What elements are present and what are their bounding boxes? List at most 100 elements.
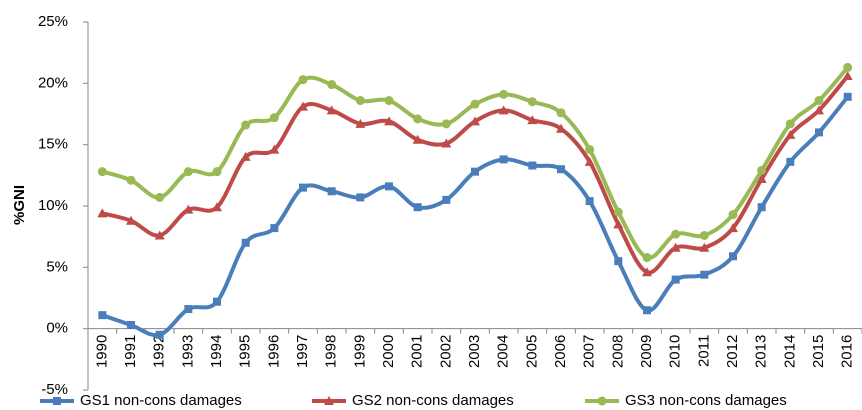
x-tick-label: 1995 <box>237 335 254 368</box>
data-point <box>699 230 709 240</box>
data-point <box>241 238 250 247</box>
data-point <box>298 75 308 85</box>
data-point <box>154 230 165 240</box>
x-tick-label: 2007 <box>581 335 598 368</box>
x-tick-label: 1999 <box>351 335 368 368</box>
y-tick-label: 5% <box>46 258 68 275</box>
data-point <box>155 330 164 339</box>
data-point <box>327 80 337 90</box>
data-point <box>528 161 537 170</box>
data-point <box>241 120 251 130</box>
x-tick-label: 2014 <box>781 335 798 368</box>
data-point <box>212 167 222 177</box>
x-tick-label: 1996 <box>265 335 282 368</box>
data-point <box>642 253 652 263</box>
data-point <box>729 252 737 261</box>
data-point <box>98 311 107 320</box>
data-point <box>441 119 451 129</box>
data-point <box>671 229 681 239</box>
data-point <box>412 134 423 144</box>
x-tick-label: 2011 <box>695 335 712 367</box>
x-tick-label: 1992 <box>151 335 168 368</box>
x-tick-label: 1993 <box>179 335 196 368</box>
x-tick-label: 2015 <box>810 335 827 368</box>
data-point <box>642 267 652 277</box>
y-tick-label: 10% <box>38 197 68 214</box>
data-point <box>527 97 537 107</box>
data-point <box>585 197 594 206</box>
data-point <box>556 123 566 133</box>
data-point <box>326 105 337 115</box>
data-point <box>269 144 280 154</box>
y-tick-label: 15% <box>38 136 68 153</box>
data-point <box>613 219 624 229</box>
x-tick-label: 1991 <box>122 335 139 368</box>
legend-marker <box>597 396 607 406</box>
data-point <box>699 242 710 252</box>
data-point <box>757 165 767 175</box>
x-tick-label: 2013 <box>753 335 770 368</box>
data-point <box>786 157 795 166</box>
x-tick-label: 2010 <box>667 335 684 368</box>
x-tick-label: 2009 <box>638 335 655 368</box>
data-point <box>728 210 738 220</box>
data-point <box>556 108 566 118</box>
data-point <box>757 203 766 212</box>
data-point <box>441 138 452 148</box>
y-tick-label: -5% <box>41 381 68 398</box>
data-point <box>184 305 193 314</box>
x-tick-label: 2000 <box>380 335 397 368</box>
data-point <box>670 242 681 252</box>
data-point <box>413 203 422 212</box>
x-tick-label: 1990 <box>93 335 110 368</box>
x-tick-label: 2006 <box>552 335 569 368</box>
x-tick-label: 2001 <box>409 335 426 368</box>
x-tick-label: 2002 <box>437 335 454 368</box>
data-point <box>269 113 279 123</box>
data-point <box>843 62 853 72</box>
data-point <box>212 202 222 212</box>
legend-label: GS1 non-cons damages <box>80 392 242 409</box>
data-point <box>499 89 509 99</box>
x-tick-label: 2016 <box>839 335 856 368</box>
x-tick-label: 1997 <box>294 335 311 368</box>
x-tick-label: 2005 <box>523 335 540 368</box>
data-point <box>785 129 796 139</box>
data-point <box>355 96 365 106</box>
data-point <box>471 167 479 176</box>
data-point <box>643 306 651 315</box>
data-point <box>240 151 251 161</box>
data-point <box>127 320 135 329</box>
data-point <box>183 204 194 214</box>
data-point <box>126 215 136 225</box>
y-tick-label: 20% <box>38 74 68 91</box>
data-point <box>785 119 795 129</box>
data-point <box>470 116 480 126</box>
y-tick-label: 0% <box>46 320 68 337</box>
data-point <box>499 155 508 164</box>
y-tick-label: 25% <box>38 13 68 30</box>
data-point <box>585 145 595 155</box>
legend-label: GS2 non-cons damages <box>352 392 514 409</box>
data-point <box>384 116 394 126</box>
data-point <box>442 195 451 204</box>
data-point <box>815 128 823 137</box>
x-tick-label: 1994 <box>208 335 225 368</box>
data-point <box>842 70 853 80</box>
data-point <box>299 183 307 192</box>
data-point <box>183 167 193 177</box>
data-point <box>213 297 221 306</box>
data-point <box>728 223 738 233</box>
data-point <box>298 101 308 111</box>
x-tick-label: 1998 <box>323 335 340 368</box>
legend-marker <box>324 396 334 405</box>
data-point <box>814 96 824 106</box>
data-point <box>498 105 509 115</box>
data-point <box>97 208 108 218</box>
data-point <box>384 96 394 106</box>
data-point <box>385 182 393 191</box>
data-point <box>97 167 107 177</box>
data-point <box>470 99 480 109</box>
data-point <box>584 156 595 166</box>
data-point <box>700 270 709 279</box>
